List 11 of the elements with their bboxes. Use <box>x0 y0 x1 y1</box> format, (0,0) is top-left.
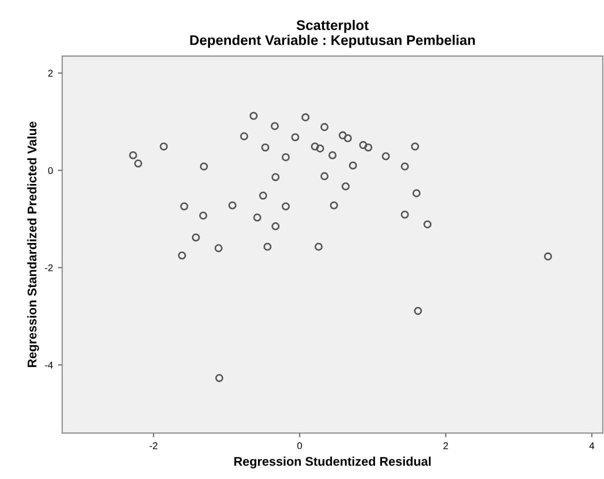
x-tick-label: 4 <box>589 442 594 450</box>
y-tick-label: -2 <box>44 264 53 272</box>
chart-title: Scatterplot Dependent Variable : Keputusan Pembelian <box>190 20 475 48</box>
y-tick-label: -4 <box>44 362 53 368</box>
x-tick-label: 0 <box>297 442 302 450</box>
x-axis-title: Regression Studentized Residual <box>234 456 431 468</box>
x-tick-label: 2 <box>444 442 448 450</box>
y-tick-label: 0 <box>48 167 53 174</box>
y-axis-title: Regression Standardized Predicted Value <box>27 122 39 367</box>
y-tick-label: 2 <box>48 70 53 77</box>
x-tick-label: -2 <box>150 442 158 450</box>
